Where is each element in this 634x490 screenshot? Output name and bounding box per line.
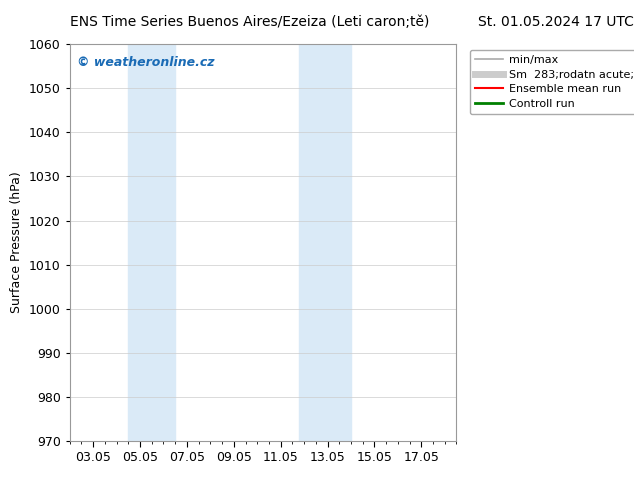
Text: St. 01.05.2024 17 UTC: St. 01.05.2024 17 UTC <box>478 15 634 29</box>
Bar <box>299 44 351 441</box>
Text: ENS Time Series Buenos Aires/Ezeiza (Leti caron;tě): ENS Time Series Buenos Aires/Ezeiza (Let… <box>70 15 429 29</box>
Bar <box>128 44 175 441</box>
Y-axis label: Surface Pressure (hPa): Surface Pressure (hPa) <box>10 172 23 314</box>
Text: © weatheronline.cz: © weatheronline.cz <box>77 56 215 69</box>
Legend: min/max, Sm  283;rodatn acute; odchylka, Ensemble mean run, Controll run: min/max, Sm 283;rodatn acute; odchylka, … <box>470 49 634 114</box>
